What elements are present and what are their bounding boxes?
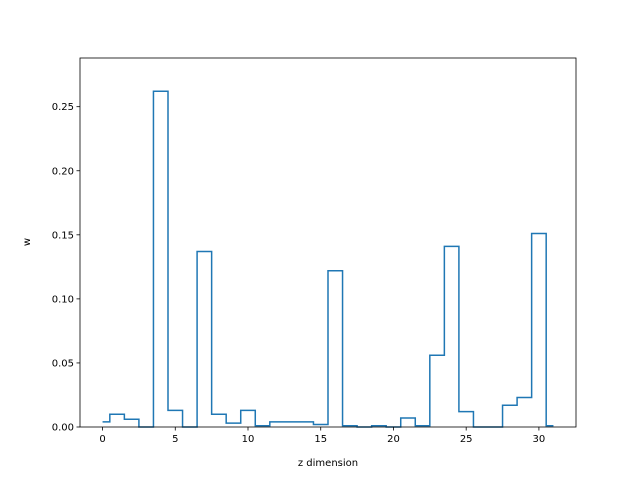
x-tick-label: 20 bbox=[387, 434, 400, 445]
x-tick-label: 0 bbox=[99, 434, 105, 445]
plot-frame bbox=[79, 57, 577, 428]
x-tick-label: 30 bbox=[533, 434, 546, 445]
x-axis-ticks: 0 5 10 15 20 25 30 bbox=[99, 427, 545, 445]
x-tick-label: 5 bbox=[172, 434, 178, 445]
y-tick-label: 0.15 bbox=[52, 230, 74, 241]
y-axis-label: w bbox=[22, 238, 33, 246]
y-tick-label: 0.10 bbox=[52, 294, 74, 305]
y-tick-label: 0.05 bbox=[52, 358, 74, 369]
y-axis-ticks: 0.00 0.05 0.10 0.15 0.20 0.25 bbox=[52, 102, 80, 434]
y-tick-label: 0.20 bbox=[52, 166, 74, 177]
x-tick-label: 25 bbox=[460, 434, 473, 445]
x-tick-label: 15 bbox=[314, 434, 327, 445]
x-axis-label: z dimension bbox=[298, 458, 358, 469]
x-tick-label: 10 bbox=[242, 434, 255, 445]
y-tick-label: 0.00 bbox=[52, 423, 74, 434]
y-tick-label: 0.25 bbox=[52, 102, 74, 113]
